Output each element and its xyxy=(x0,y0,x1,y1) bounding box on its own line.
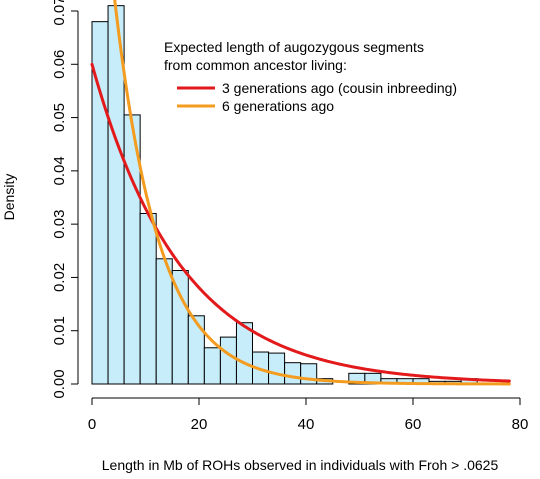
histogram-bar xyxy=(171,270,189,385)
y-tick-label: 0.00 xyxy=(51,369,68,398)
y-tick-label: 0.04 xyxy=(51,156,68,185)
histogram-bar xyxy=(268,352,286,385)
histogram-bars xyxy=(91,5,478,385)
x-axis-label: Length in Mb of ROHs observed in individ… xyxy=(102,457,499,473)
histogram-bar xyxy=(155,258,173,385)
y-tick-label: 0.05 xyxy=(51,103,68,132)
y-tick-label: 0.07 xyxy=(51,0,68,26)
x-tick-label: 0 xyxy=(88,416,96,433)
x-tick-label: 60 xyxy=(405,416,422,433)
x-axis: 0 20 40 60 80 xyxy=(88,397,529,433)
y-tick-label: 0.01 xyxy=(51,316,68,345)
x-tick-label: 40 xyxy=(298,416,315,433)
y-tick-label: 0.02 xyxy=(51,263,68,292)
histogram-bar xyxy=(139,212,157,385)
density-curve-1 xyxy=(113,0,511,386)
histogram-bar xyxy=(235,322,253,385)
x-tick-label: 20 xyxy=(191,416,208,433)
legend-label-6-generations: 6 generations ago xyxy=(222,98,334,114)
y-tick-label: 0.03 xyxy=(51,210,68,239)
density-curve-0 xyxy=(90,62,511,383)
y-axis-label: Density xyxy=(1,174,17,221)
y-tick-label: 0.06 xyxy=(51,50,68,79)
histogram-bar xyxy=(187,315,205,385)
histogram-bar xyxy=(284,362,302,385)
density-curves xyxy=(90,0,511,386)
legend-title-line-1: Expected length of augozygous segments xyxy=(164,39,424,55)
histogram-bar xyxy=(203,347,221,385)
legend-title-line-2: from common ancestor living: xyxy=(164,57,347,73)
legend-label-3-generations: 3 generations ago (cousin inbreeding) xyxy=(222,80,457,96)
x-tick-label: 80 xyxy=(512,416,529,433)
y-axis: 0.00 0.01 0.02 0.03 0.04 0.05 0.06 0.07 xyxy=(51,0,79,399)
histogram-bar xyxy=(219,336,237,385)
legend: Expected length of augozygous segments f… xyxy=(164,39,457,114)
